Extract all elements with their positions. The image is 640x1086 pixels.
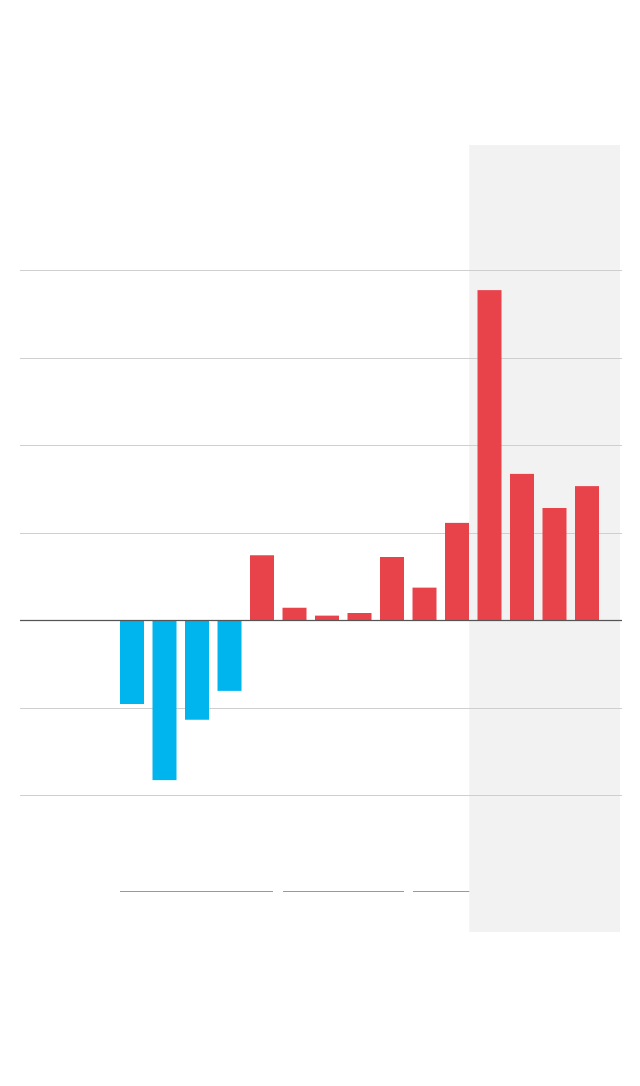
bar bbox=[347, 613, 372, 620]
bar bbox=[477, 290, 502, 620]
bar bbox=[412, 587, 437, 620]
bar bbox=[445, 522, 469, 620]
bar bbox=[152, 620, 177, 781]
bar bbox=[250, 555, 274, 620]
bar bbox=[542, 508, 567, 620]
bar bbox=[185, 620, 209, 720]
bar bbox=[380, 557, 404, 620]
bar bbox=[217, 620, 242, 691]
bar bbox=[510, 473, 534, 620]
bar bbox=[315, 615, 339, 620]
bar bbox=[282, 607, 307, 620]
bar bbox=[120, 620, 144, 704]
bar bbox=[575, 486, 599, 620]
